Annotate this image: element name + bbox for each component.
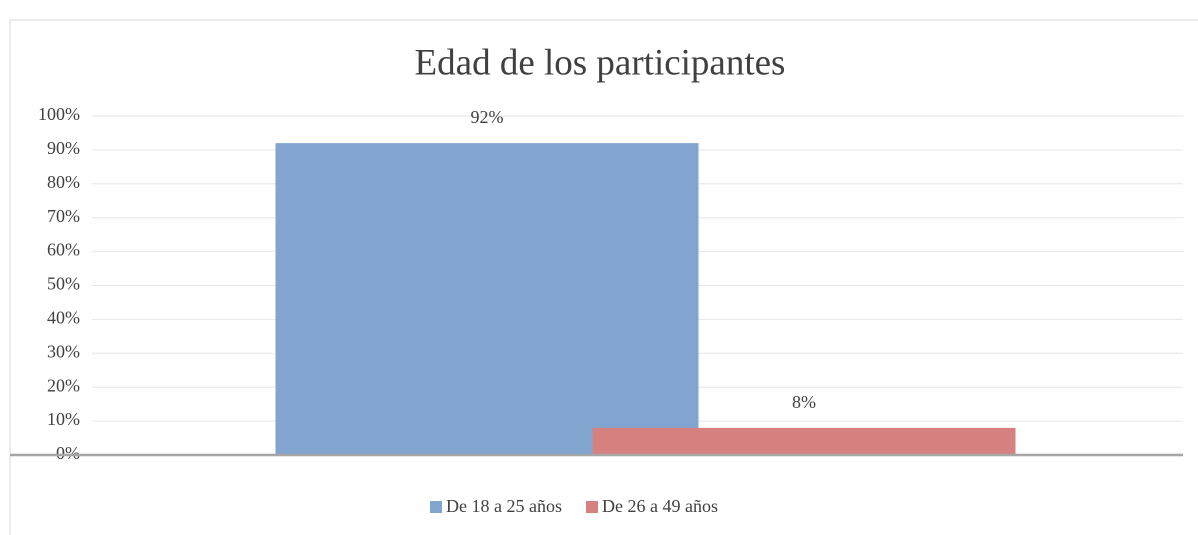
y-tick-label: 50%	[47, 274, 80, 294]
data-label: 8%	[792, 392, 816, 412]
y-tick-label: 20%	[47, 375, 80, 395]
y-tick-label: 30%	[47, 341, 80, 361]
y-tick-label: 70%	[47, 206, 80, 226]
legend-swatch	[430, 501, 442, 513]
y-tick-label: 10%	[47, 409, 80, 429]
bar	[592, 427, 1016, 455]
legend-swatch	[585, 501, 598, 513]
y-tick-label: 80%	[47, 172, 80, 192]
y-tick-label: 40%	[47, 308, 80, 328]
legend-label: De 26 a 49 años	[602, 496, 718, 516]
y-tick-label: 60%	[47, 240, 80, 260]
y-tick-label: 100%	[38, 104, 80, 124]
y-tick-label: 0%	[56, 443, 80, 463]
chart-title: Edad de los participantes	[415, 42, 786, 83]
data-label: 92%	[471, 107, 504, 127]
legend-label: De 18 a 25 años	[446, 496, 562, 516]
bar	[275, 143, 699, 455]
y-tick-label: 90%	[47, 138, 80, 158]
